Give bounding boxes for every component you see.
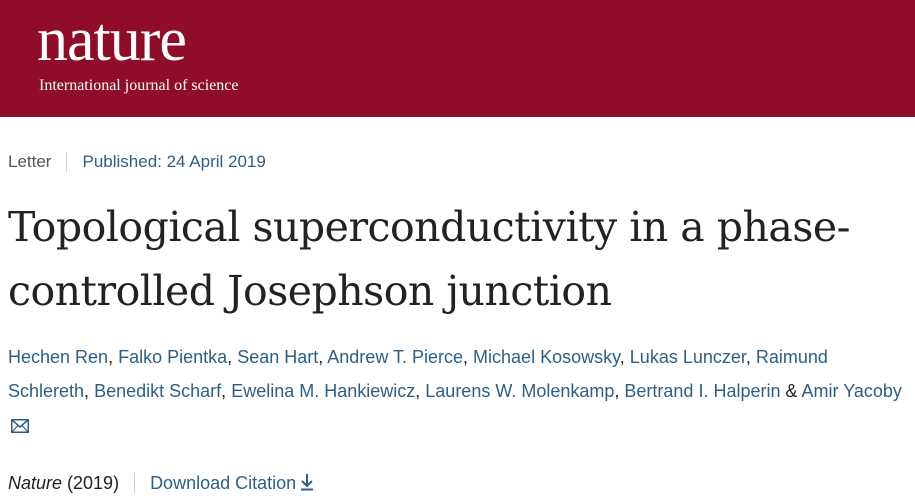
- author-final-joiner: &: [785, 381, 798, 401]
- download-citation-link[interactable]: Download Citation: [150, 470, 314, 496]
- article-type: Letter: [8, 152, 52, 171]
- author-separator: ,: [108, 347, 114, 367]
- author-separator: ,: [227, 347, 233, 367]
- author-link[interactable]: Sean Hart: [237, 347, 319, 367]
- publication-year: (2019): [67, 473, 120, 493]
- author-link[interactable]: Raimund Schlereth: [8, 347, 828, 401]
- author-separator: ,: [463, 347, 469, 367]
- download-citation-label: Download Citation: [150, 473, 297, 493]
- article-meta: Letter Published: 24 April 2019: [8, 150, 266, 174]
- author-link[interactable]: Michael Kosowsky: [473, 347, 620, 367]
- author-separator: ,: [415, 381, 421, 401]
- author-list: Hechen Ren, Falko Pientka, Sean Hart, An…: [8, 340, 913, 442]
- author-link[interactable]: Hechen Ren: [8, 347, 109, 367]
- meta-divider: [66, 152, 68, 172]
- author-separator: ,: [614, 381, 620, 401]
- author-link[interactable]: Bertrand I. Halperin: [624, 381, 781, 401]
- author-separator: ,: [745, 347, 751, 367]
- author-link[interactable]: Lukas Lunczer: [629, 347, 746, 367]
- author-link[interactable]: Falko Pientka: [118, 347, 228, 367]
- published-date: Published: 24 April 2019: [82, 152, 266, 171]
- author-link-corresponding[interactable]: Amir Yacoby: [8, 381, 902, 435]
- citation-divider: [134, 473, 136, 493]
- author-separator: ,: [84, 381, 90, 401]
- nature-logo[interactable]: nature: [37, 6, 187, 74]
- author-name: Amir Yacoby: [801, 381, 902, 401]
- author-link[interactable]: Laurens W. Molenkamp: [425, 381, 615, 401]
- author-separator: ,: [221, 381, 227, 401]
- author-link[interactable]: Andrew T. Pierce: [327, 347, 464, 367]
- download-arrow-icon: [301, 474, 314, 491]
- logo-tagline: International journal of science: [39, 77, 239, 94]
- citation-line: Nature (2019) Download Citation: [8, 470, 314, 496]
- journal-name: Nature: [8, 473, 63, 493]
- author-separator: ,: [318, 347, 324, 367]
- mail-icon[interactable]: [11, 419, 29, 433]
- author-separator: ,: [619, 347, 625, 367]
- article-title: Topological superconductivity in a phase…: [8, 203, 851, 315]
- author-link[interactable]: Benedikt Scharf: [94, 381, 222, 401]
- author-link[interactable]: Ewelina M. Hankiewicz: [231, 381, 416, 401]
- site-masthead: nature International journal of science: [0, 0, 915, 117]
